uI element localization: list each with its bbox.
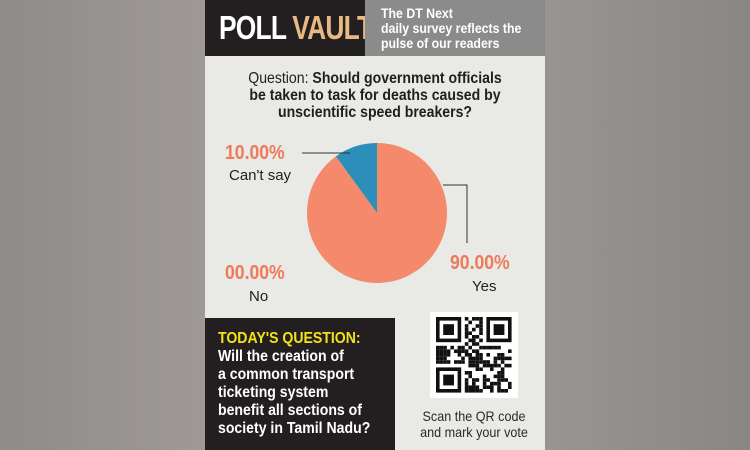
todays-question-line: society in Tamil Nadu? (218, 420, 371, 437)
yes-leader-line (443, 184, 468, 243)
cant-say-percent: 10.00% (225, 142, 285, 164)
pie-chart (302, 143, 468, 283)
tagline: The DT Next daily survey reflects the pu… (381, 6, 521, 51)
pie-slice-yes (306, 143, 447, 283)
qr-code[interactable] (430, 312, 518, 398)
todays-question-box: TODAY'S QUESTION: Will the creation of a… (205, 318, 395, 450)
tagline-line: daily survey reflects the (381, 20, 522, 36)
todays-question-heading: TODAY'S QUESTION: (218, 330, 361, 347)
todays-question-line: benefit all sections of (218, 402, 362, 419)
todays-question-line: Will the creation of (218, 348, 344, 365)
qr-caption: Scan the QR code and mark your vote (416, 408, 531, 440)
poll-vault-logo: POLL VAULT (219, 9, 373, 47)
pie-slice-can-t-say (335, 143, 377, 213)
header-logo-panel: POLL VAULT (205, 0, 373, 56)
tagline-line: The DT Next (381, 5, 453, 21)
todays-question-line: ticketing system (218, 384, 329, 401)
header-tagline-panel: The DT Next daily survey reflects the pu… (365, 0, 545, 56)
no-label: No (249, 288, 269, 305)
cant-say-label: Can't say (229, 167, 292, 184)
logo-poll: POLL (219, 9, 287, 46)
yes-percent: 90.00% (450, 252, 510, 274)
logo-vault: VAULT (292, 9, 373, 46)
question-prefix: Question: (248, 70, 309, 87)
no-percent: 00.00% (225, 262, 285, 284)
qr-caption-line: and mark your vote (420, 424, 528, 440)
poll-question: Question: Should government officials be… (225, 70, 524, 121)
qr-code-image (436, 317, 512, 393)
question-line: Should government officials (312, 70, 502, 87)
qr-caption-line: Scan the QR code (422, 408, 526, 424)
tagline-line: pulse of our readers (381, 35, 500, 51)
question-line: unscientific speed breakers? (277, 104, 473, 121)
yes-label: Yes (472, 278, 497, 295)
todays-question-line: a common transport (218, 366, 355, 383)
question-line: be taken to task for deaths caused by (249, 87, 501, 104)
poll-card: POLL VAULT The DT Next daily survey refl… (205, 0, 545, 450)
